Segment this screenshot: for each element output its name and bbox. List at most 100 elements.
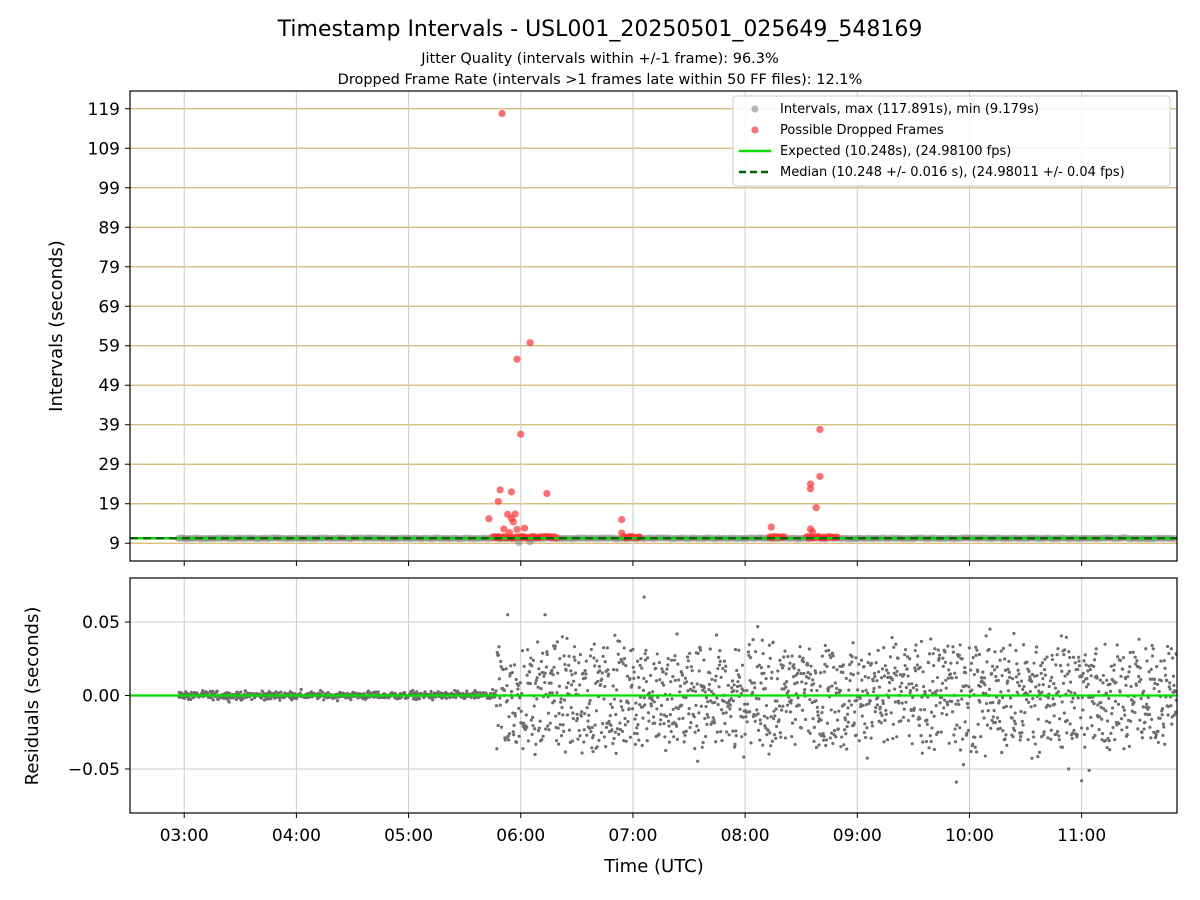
residual-point bbox=[804, 681, 808, 685]
residual-point bbox=[552, 699, 557, 703]
residual-point bbox=[1149, 667, 1153, 671]
residual-point bbox=[745, 688, 749, 693]
residual-point bbox=[969, 661, 974, 666]
residual-point bbox=[1119, 674, 1123, 679]
residual-point bbox=[708, 647, 712, 651]
residual-point bbox=[894, 642, 898, 646]
residual-point bbox=[583, 676, 588, 680]
residual-point bbox=[810, 700, 814, 705]
residual-point bbox=[687, 712, 691, 716]
residual-point bbox=[853, 710, 857, 714]
residual-point bbox=[569, 705, 573, 710]
residual-point bbox=[769, 744, 773, 748]
residual-point bbox=[1021, 643, 1026, 647]
residual-point bbox=[736, 673, 740, 677]
residual-point bbox=[885, 738, 890, 742]
residual-point bbox=[1092, 664, 1096, 668]
residual-point bbox=[572, 655, 576, 659]
residual-point bbox=[944, 678, 948, 682]
residual-point bbox=[1013, 711, 1017, 715]
residual-point bbox=[1057, 738, 1061, 742]
residual-point bbox=[765, 716, 769, 720]
residual-point bbox=[473, 688, 477, 693]
residual-point bbox=[1156, 729, 1160, 733]
residual-point bbox=[1028, 689, 1032, 694]
residual-point bbox=[881, 699, 885, 703]
residual-point bbox=[614, 751, 618, 755]
residual-point bbox=[633, 742, 638, 747]
residual-point bbox=[975, 648, 979, 652]
residual-point bbox=[770, 739, 774, 743]
residual-point bbox=[909, 708, 914, 712]
residual-point bbox=[761, 652, 765, 656]
residual-point bbox=[890, 635, 894, 640]
residual-point bbox=[1026, 738, 1030, 742]
residual-point bbox=[1163, 666, 1167, 670]
residual-point bbox=[978, 684, 982, 689]
residual-point bbox=[1031, 730, 1035, 734]
residual-point bbox=[1000, 673, 1004, 678]
dropped-frame-point bbox=[816, 425, 824, 434]
residual-point bbox=[1127, 744, 1131, 748]
residual-point bbox=[604, 725, 609, 730]
residual-point bbox=[1137, 637, 1141, 641]
residual-point bbox=[628, 676, 632, 681]
residual-point bbox=[954, 780, 958, 784]
residual-point bbox=[579, 714, 583, 718]
residual-point bbox=[865, 756, 869, 760]
residual-point bbox=[1032, 661, 1036, 665]
residual-point bbox=[648, 673, 653, 678]
intervals-y-ticks: 9 19 29 39 49 59 69 79 89 99 109 119 bbox=[88, 100, 130, 554]
residual-point bbox=[938, 701, 942, 705]
residual-point bbox=[586, 719, 590, 723]
residual-point bbox=[1105, 745, 1109, 750]
residual-point bbox=[544, 665, 549, 669]
residual-point bbox=[963, 665, 967, 670]
residual-point bbox=[947, 668, 951, 672]
residual-point bbox=[1081, 708, 1085, 712]
residual-point bbox=[942, 706, 946, 710]
residual-point bbox=[1080, 696, 1084, 700]
residual-point bbox=[734, 729, 738, 733]
residual-point bbox=[657, 660, 662, 665]
residual-point bbox=[1130, 709, 1134, 713]
y-tick-label: 89 bbox=[98, 218, 120, 238]
residual-point bbox=[701, 740, 705, 745]
residual-point bbox=[906, 674, 910, 678]
residual-point bbox=[654, 666, 658, 670]
legend-dropped-marker bbox=[751, 126, 759, 134]
residual-point bbox=[1123, 713, 1127, 717]
residual-point bbox=[963, 671, 968, 675]
residual-point bbox=[1086, 682, 1090, 686]
residual-point bbox=[585, 733, 589, 737]
residual-point bbox=[900, 681, 904, 685]
residual-point bbox=[543, 671, 547, 675]
residual-point bbox=[821, 705, 825, 709]
residual-point bbox=[846, 720, 851, 724]
residual-point bbox=[1045, 719, 1049, 723]
residual-point bbox=[1001, 729, 1005, 733]
legend-expected-label: Expected (10.248s), (24.98100 fps) bbox=[780, 144, 1011, 159]
residual-point bbox=[545, 650, 549, 654]
chart-subtitle-jitter: Jitter Quality (intervals within +/-1 fr… bbox=[420, 51, 779, 67]
residual-point bbox=[532, 704, 536, 708]
residual-point bbox=[809, 672, 813, 676]
dropped-frame-point bbox=[513, 355, 521, 363]
residual-point bbox=[702, 658, 706, 662]
residual-point bbox=[999, 649, 1003, 653]
residual-point bbox=[931, 679, 935, 683]
residual-point bbox=[685, 655, 690, 659]
residual-point bbox=[1107, 739, 1111, 743]
residual-point bbox=[908, 657, 912, 661]
residual-point bbox=[1090, 699, 1095, 704]
residual-point bbox=[740, 663, 745, 667]
residual-point bbox=[862, 665, 866, 669]
residual-point bbox=[436, 690, 440, 694]
y-tick-label: 49 bbox=[98, 376, 120, 396]
residual-point bbox=[769, 676, 774, 680]
residual-point bbox=[593, 681, 598, 685]
residual-point bbox=[730, 686, 734, 690]
residual-point bbox=[662, 683, 666, 687]
residual-point bbox=[1157, 689, 1161, 694]
residual-point bbox=[1006, 667, 1010, 671]
